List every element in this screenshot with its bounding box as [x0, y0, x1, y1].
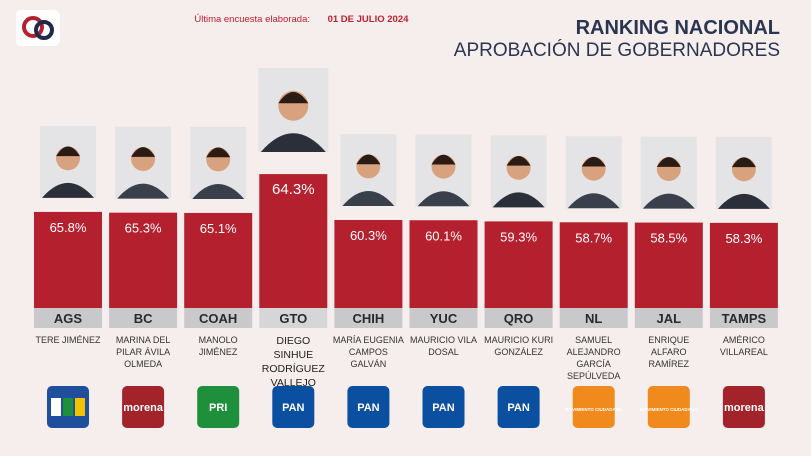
photo-body	[342, 190, 395, 206]
photo-hair	[206, 147, 231, 158]
photo-hair	[581, 156, 606, 167]
value-label: 64.3%	[272, 181, 315, 198]
x-tick-label: JAL	[657, 311, 682, 326]
photo-hair	[431, 154, 456, 165]
state-box	[184, 308, 253, 328]
x-tick-label: BC	[134, 311, 153, 326]
x-tick-label: YUC	[430, 311, 458, 326]
bar	[34, 211, 102, 308]
party-logo	[572, 386, 615, 428]
party-logo	[197, 386, 240, 428]
governor-name: MARINA DEL PILAR ÁVILA OLMEDA	[115, 335, 171, 369]
value-label: 58.7%	[575, 230, 612, 245]
party-name: MOVIMIENTO CIUDADANO	[640, 407, 698, 412]
party-logo	[722, 386, 765, 428]
governor-name: ENRIQUE ALFARO RAMÍREZ	[648, 335, 690, 369]
photo-hair	[656, 157, 681, 167]
x-tick-label: QRO	[504, 311, 534, 326]
party-logo	[122, 386, 165, 428]
governor-name: SAMUEL ALEJANDRO GARCÍA SEPÚLVEDA	[566, 335, 621, 381]
photo-body	[192, 183, 245, 199]
party-name: morena	[123, 402, 164, 414]
brand-logo-ring	[34, 20, 54, 40]
x-tick-label: TAMPS	[722, 311, 767, 326]
bar	[109, 212, 178, 308]
governor-name: MARÍA EUGENIA CAMPOS GALVÁN	[332, 335, 404, 369]
value-label: 60.3%	[350, 228, 387, 243]
photo-body	[642, 193, 695, 209]
value-label: 65.3%	[125, 221, 162, 236]
value-label: 58.5%	[650, 231, 687, 246]
photo-body	[42, 182, 94, 198]
state-box	[334, 308, 403, 328]
photo-body	[260, 133, 326, 152]
state-box	[259, 308, 328, 328]
photo-body	[117, 183, 170, 199]
governor-name: MAURICIO KURI GONZÁLEZ	[484, 335, 554, 357]
party-logo-part	[63, 398, 73, 416]
state-box	[34, 308, 102, 328]
governor-name: MAURICIO VILA DOSAL	[409, 335, 477, 357]
party-name: PAN	[432, 402, 454, 414]
party-logo	[497, 386, 540, 428]
photo-hair	[506, 155, 531, 166]
state-box	[709, 308, 778, 328]
value-label: 65.8%	[50, 220, 87, 235]
party-name: PAN	[507, 402, 529, 414]
bar	[709, 222, 778, 308]
party-logo-part	[75, 398, 85, 416]
photo-hair	[278, 91, 309, 104]
state-box	[109, 308, 178, 328]
value-label: 59.3%	[500, 229, 537, 244]
bar	[259, 174, 328, 308]
bar	[484, 221, 553, 308]
x-tick-label: GTO	[279, 311, 307, 326]
party-logo	[272, 386, 315, 428]
party-name: PAN	[357, 402, 379, 414]
x-tick-label: NL	[585, 311, 602, 326]
party-name: PRI	[209, 402, 227, 414]
chart-title: RANKING NACIONAL	[576, 17, 780, 39]
party-logo	[647, 386, 690, 428]
photo-body	[567, 193, 620, 209]
bar	[559, 222, 628, 308]
party-name: MOVIMIENTO CIUDADANO	[565, 407, 623, 412]
party-name: PAN	[282, 402, 304, 414]
governor-name: AMÉRICO VILLAREAL	[719, 335, 768, 357]
value-label: 60.1%	[425, 228, 462, 243]
value-label: 58.3%	[725, 231, 762, 246]
state-box	[484, 308, 553, 328]
photo-hair	[356, 154, 381, 165]
party-logo-part	[51, 398, 61, 416]
photo-body	[717, 193, 770, 209]
governor-name: TERE JIMÉNEZ	[35, 335, 101, 345]
brand-logo-ring	[22, 16, 44, 38]
photo-body	[492, 192, 545, 208]
bar	[184, 212, 253, 308]
survey-label: Última encuesta elaborada:	[194, 14, 310, 25]
party-name: morena	[724, 402, 765, 414]
governor-name: MANOLO JIMÉNEZ	[198, 335, 238, 357]
survey-date: 01 DE JULIO 2024	[328, 14, 410, 25]
state-box	[409, 308, 478, 328]
photo-hair	[56, 146, 80, 157]
state-box	[634, 308, 703, 328]
party-logo	[422, 386, 465, 428]
bar	[409, 220, 478, 308]
photo-hair	[731, 157, 756, 168]
x-tick-label: CHIH	[353, 311, 385, 326]
value-label: 65.1%	[200, 221, 237, 236]
photo-body	[417, 191, 470, 207]
party-logo	[347, 386, 390, 428]
photo-hair	[131, 147, 156, 157]
bar	[334, 219, 403, 308]
chart-subtitle: APROBACIÓN DE GOBERNADORES	[454, 39, 780, 61]
bar	[634, 222, 703, 308]
x-tick-label: AGS	[54, 311, 83, 326]
state-box	[559, 308, 628, 328]
x-tick-label: COAH	[199, 311, 237, 326]
governor-name: DIEGO SINHUE RODRÍGUEZ VALLEJO	[261, 335, 325, 389]
